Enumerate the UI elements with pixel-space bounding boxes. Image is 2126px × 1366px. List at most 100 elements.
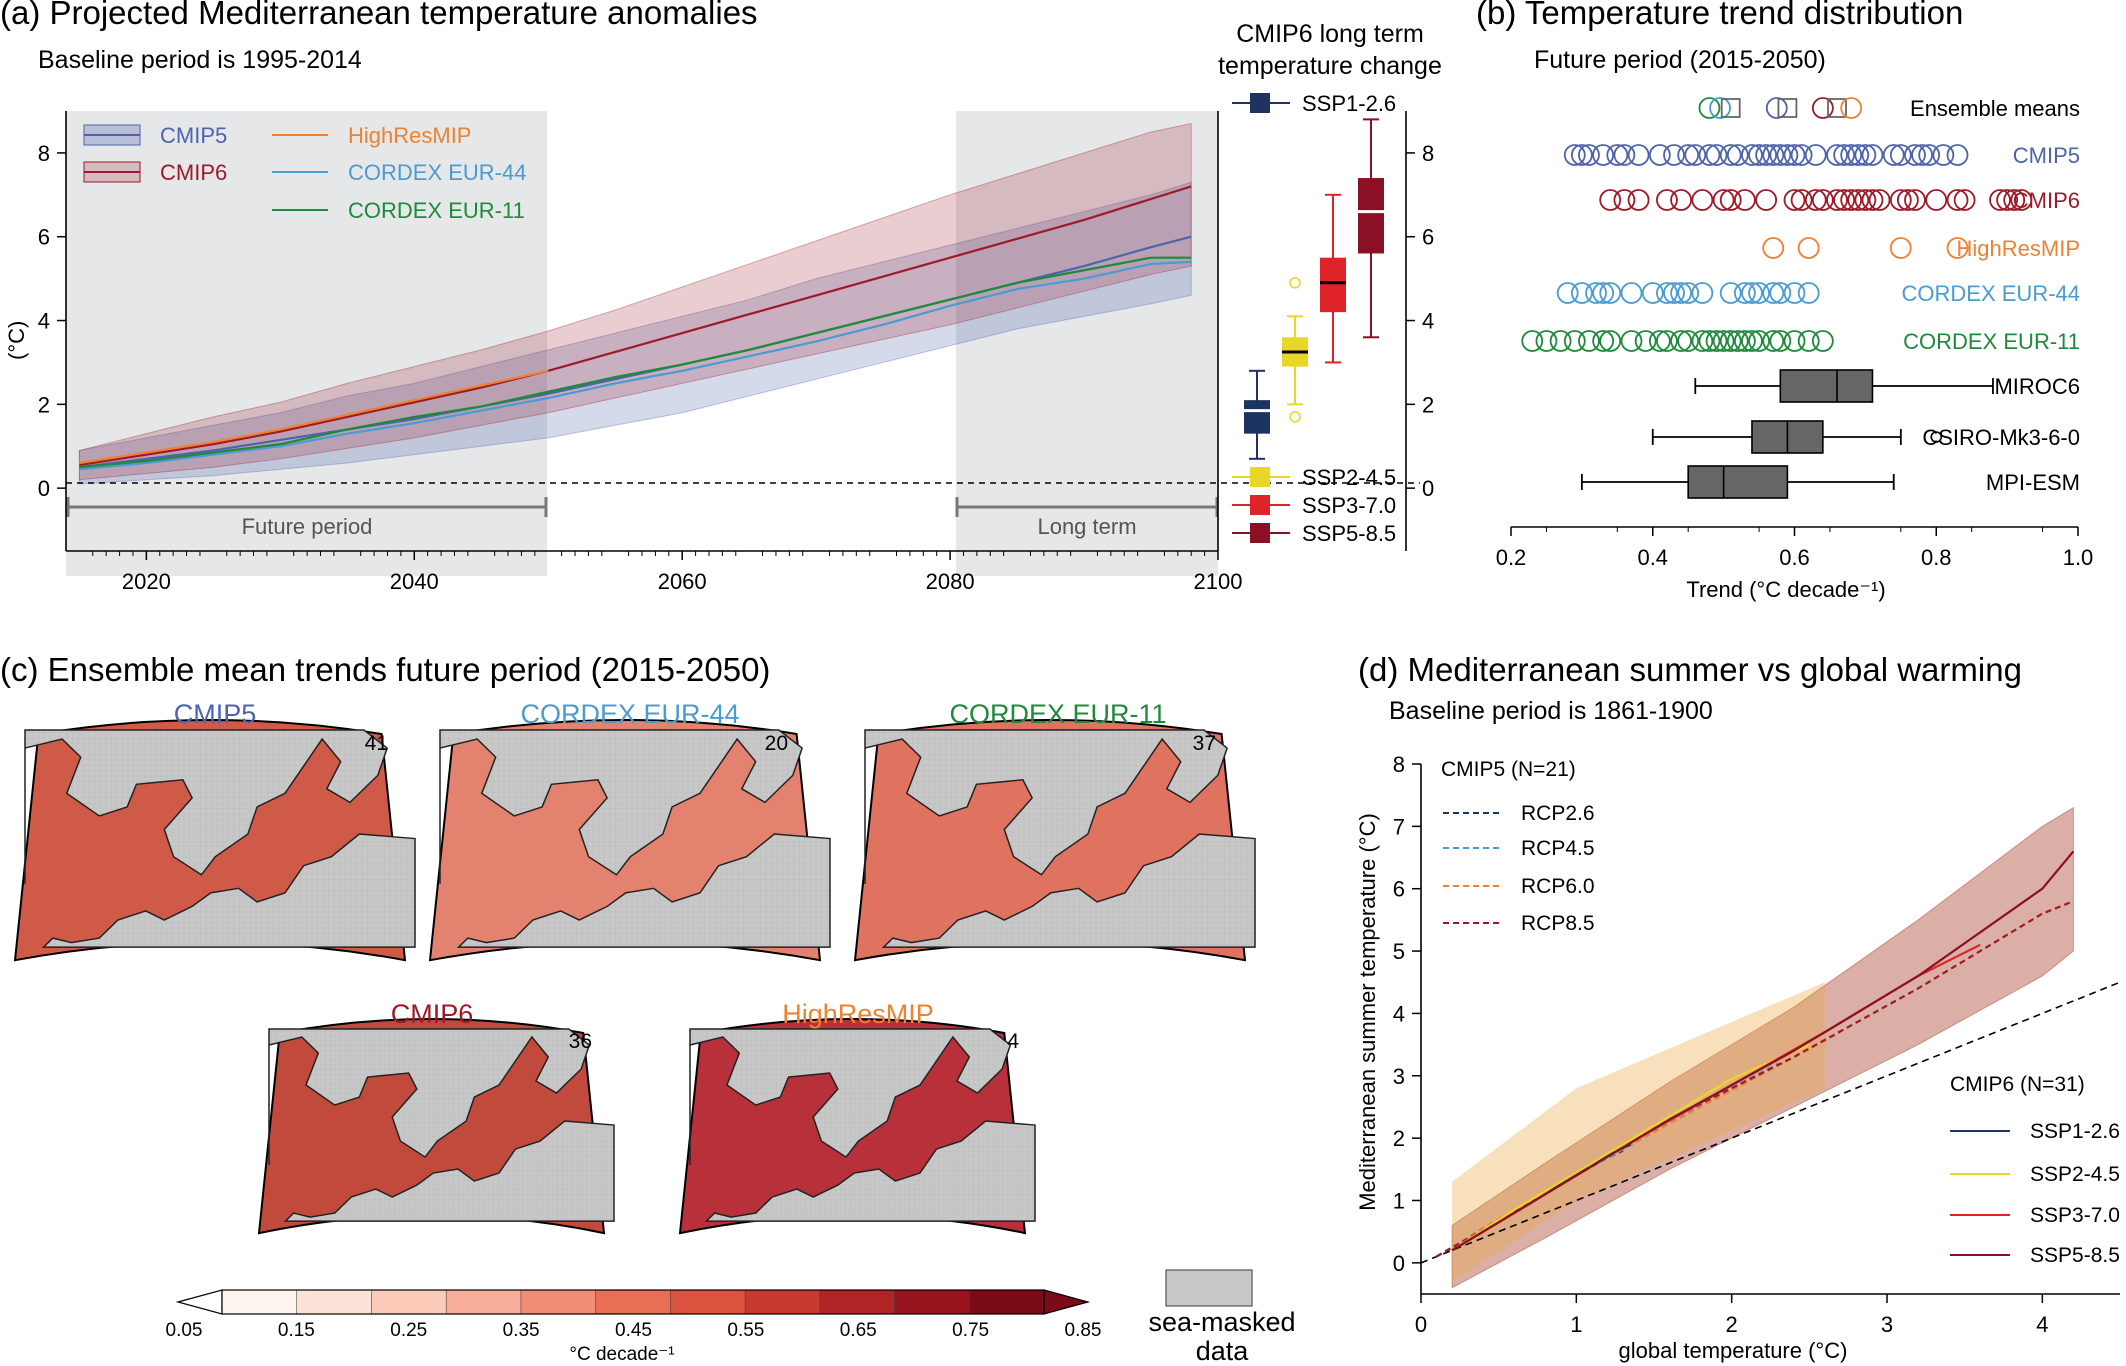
b-point-cmip5 [1904,144,1926,166]
b-point-cmip6 [1953,189,1976,211]
b-point-cmip5 [1769,144,1792,166]
map-title: CORDEX EUR-44 [520,699,739,729]
a-y-tick-label: 0 [38,476,50,501]
d-x-tick-label: 1 [1570,1312,1582,1337]
b-point-cordex-eur-44 [1620,282,1643,304]
d-y-tick-label: 2 [1393,1126,1405,1151]
a-lines [79,185,1192,471]
a-y-tick-label: 6 [38,225,50,250]
band-cmip5 [78,181,1192,485]
b-point-cordex-eur-44 [1769,282,1792,304]
b-point-cmip5 [1663,144,1685,166]
box-ssp5-8.5 [1358,178,1384,254]
b-point-cordex-eur-11 [1563,330,1586,352]
d-y-tick-label: 3 [1393,1064,1405,1089]
d-y-tick-label: 8 [1393,752,1405,777]
b-point-cmip5 [1840,144,1863,166]
cmip6-legend-ssp585: SSP5-8.5 [2030,1244,2120,1267]
b-point-cmip6 [1833,189,1856,211]
b-point-cordex-eur-11 [1648,330,1671,352]
d-x-tick-label: 2 [1726,1312,1738,1337]
b-point-cordex-eur-11 [1656,330,1678,352]
b-box-mpi-esm [1687,465,1789,499]
box-outlier [1289,277,1301,289]
b-point-cordex-eur-11 [1521,330,1544,352]
a-y2-tick-label: 0 [1422,476,1434,501]
panel-a-ylabel: (°C) [4,321,29,360]
b-point-cmip5 [1826,144,1848,166]
b-point-cmip5 [1592,144,1615,166]
panel-c: (c) Ensemble mean trends future period (… [0,651,1296,1366]
b-point-cmip6 [2003,189,2026,211]
sea-mask-label-1: sea-masked [1148,1307,1295,1337]
b-point-cordex-eur-11 [1783,330,1806,352]
b-point-cordex-eur-11 [1599,330,1622,352]
b-point-cordex-eur-44 [1741,282,1763,304]
b-point-cmip6 [1670,189,1692,211]
colorbar-bin [819,1289,896,1315]
b-point-cordex-eur-11 [1620,330,1643,352]
b-point-cmip6 [1691,189,1714,211]
b-point-cmip6 [1854,189,1877,211]
b-x-tick-label: 1.0 [2063,545,2094,570]
b-point-cordex-eur-44 [1783,282,1806,304]
b-point-cordex-eur-11 [1811,330,1834,352]
map-cordex-eur-44: CORDEX EUR-44 20 [428,699,831,962]
future-period-shade [66,111,547,576]
future-period-label: Future period [242,514,373,539]
colorbar-tick-label: 0.85 [1065,1320,1102,1341]
a-y2-tick-label: 8 [1422,141,1434,166]
map-cmip6: CMIP6 36 [257,999,615,1235]
line-cordex-eur-11 [79,256,1192,469]
b-point-cmip6 [1897,189,1919,211]
d-line-ssp5-8-5 [1451,850,2075,1252]
colorbar-bin [894,1289,971,1315]
panel-b-title: (b) Temperature trend distribution [1476,0,1963,31]
panel-b: (b) Temperature trend distribution Futur… [1476,0,2093,602]
b-row-label: MPI-ESM [1986,470,2080,495]
map-title: HighResMIP [782,999,934,1029]
a-y-tick-label: 4 [38,309,50,334]
colorbar-tick-label: 0.55 [727,1320,764,1341]
map-count: 20 [765,732,788,755]
d-y-tick-label: 5 [1393,939,1405,964]
b-point-cmip5 [1748,144,1770,166]
panel-b-xlabel: Trend (°C decade⁻¹) [1686,577,1885,602]
b-row-label: CMIP5 [2013,143,2080,168]
colorbar-label: °C decade⁻¹ [569,1344,674,1365]
b-point-cmip5 [1578,144,1600,166]
b-box-outlier [1930,431,1943,443]
cmip6-legend: CMIP6 (N=31) SSP1-2.6 SSP2-4.5 SSP3-7.0 … [1950,1073,2120,1267]
a-boxes [1244,118,1384,460]
line-cmip6 [79,185,1192,467]
d-plot [1420,806,2121,1289]
ssp245-label: SSP2-4.5 [1302,465,1396,490]
cmip5-legend-rcp85: RCP8.5 [1521,912,1595,935]
colorbar-tick-label: 0.45 [615,1320,652,1341]
panel-d-title: (d) Mediterranean summer vs global warmi… [1358,651,2022,688]
ssp370-swatch [1250,495,1270,515]
b-point-cmip5 [1932,144,1955,166]
panel-d: (d) Mediterranean summer vs global warmi… [1355,651,2121,1363]
line-cordex-eur-44 [79,260,1192,471]
b-box-miroc6 [1779,369,1874,403]
panel-a: (a) Projected Mediterranean temperature … [0,0,1442,594]
b-point-cordex-eur-11 [1677,330,1700,352]
b-x-tick-label: 0.6 [1779,545,1810,570]
b-point-cordex-eur-44 [1748,282,1770,304]
b-x-tick-label: 0.2 [1496,545,1527,570]
a-axes: 2020 2040 2060 2080 2100 0 0 2 2 4 4 6 6 8 8 [38,141,1435,594]
d-y-tick-label: 7 [1393,814,1405,839]
b-point-cmip6 [1804,189,1827,211]
a-y-tick-label: 8 [38,141,50,166]
panel-d-ylabel: Mediterranean summer temperature (°C) [1355,813,1380,1211]
sea-mask-swatch [1165,1269,1253,1307]
b-point-cmip5 [1854,144,1877,166]
b-point-cordex-eur-11 [1712,330,1735,352]
b-point-cmip5 [1606,144,1629,166]
legend-label-cmip5: CMIP5 [160,123,227,148]
b-point-cordex-eur-44 [1556,282,1579,304]
b-point-cordex-eur-11 [1726,330,1749,352]
panel-b-subtitle: Future period (2015-2050) [1534,46,1826,74]
b-point-cordex-eur-11 [1769,330,1792,352]
